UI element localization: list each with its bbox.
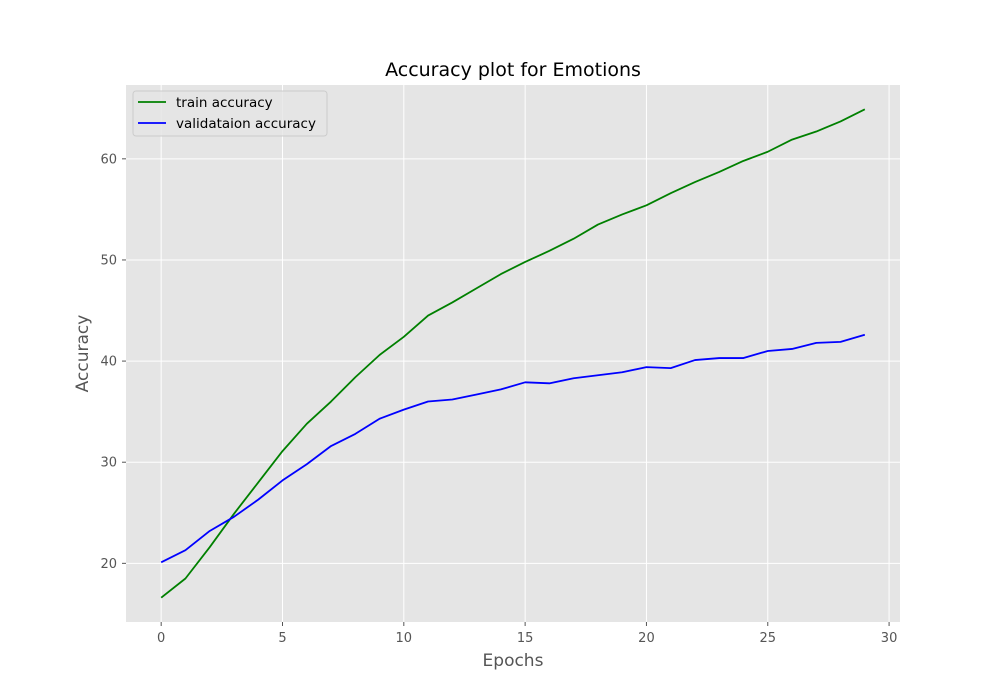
y-axis-label: Accuracy (73, 315, 93, 393)
validation-accuracy-line (160, 333, 866, 564)
y-tick-label: 40 (100, 355, 117, 370)
plot-area (126, 85, 900, 622)
train-accuracy-line (160, 108, 866, 599)
x-tick-label: 10 (396, 631, 413, 646)
x-tick-label: 25 (759, 631, 776, 646)
grid-lines (126, 85, 900, 622)
axis-ticks: 0 5 10 15 20 25 30 20 30 40 50 60 (100, 152, 897, 646)
legend-box (132, 90, 328, 137)
legend-label-train: train accuracy (176, 95, 273, 111)
x-tick-label: 5 (278, 631, 286, 646)
y-tick-label: 20 (100, 557, 117, 572)
chart-title: Accuracy plot for Emotions (385, 59, 641, 81)
x-tick-label: 20 (638, 631, 655, 646)
x-tick-label: 0 (157, 631, 165, 646)
y-tick-label: 60 (100, 152, 117, 167)
x-tick-label: 15 (517, 631, 534, 646)
x-axis-label: Epochs (483, 651, 544, 671)
y-tick-label: 50 (100, 253, 117, 268)
legend: train accuracy validataion accuracy (132, 90, 328, 137)
x-tick-label: 30 (881, 631, 898, 646)
y-tick-label: 30 (100, 456, 117, 471)
legend-label-validation: validataion accuracy (176, 116, 316, 132)
series-lines (160, 108, 866, 599)
